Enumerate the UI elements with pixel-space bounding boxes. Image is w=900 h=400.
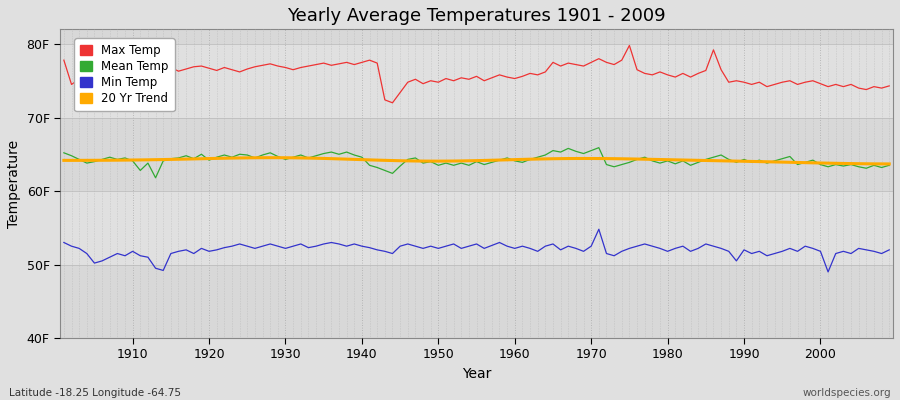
Bar: [60, 29, 893, 44]
Title: Yearly Average Temperatures 1901 - 2009: Yearly Average Temperatures 1901 - 2009: [287, 7, 666, 25]
Text: worldspecies.org: worldspecies.org: [803, 388, 891, 398]
Bar: [60, 44, 893, 118]
Bar: [60, 191, 893, 264]
Bar: [60, 264, 893, 338]
Legend: Max Temp, Mean Temp, Min Temp, 20 Yr Trend: Max Temp, Mean Temp, Min Temp, 20 Yr Tre…: [75, 38, 175, 111]
Y-axis label: Temperature: Temperature: [7, 140, 21, 228]
Bar: [60, 118, 893, 191]
Text: Latitude -18.25 Longitude -64.75: Latitude -18.25 Longitude -64.75: [9, 388, 181, 398]
X-axis label: Year: Year: [462, 367, 491, 381]
